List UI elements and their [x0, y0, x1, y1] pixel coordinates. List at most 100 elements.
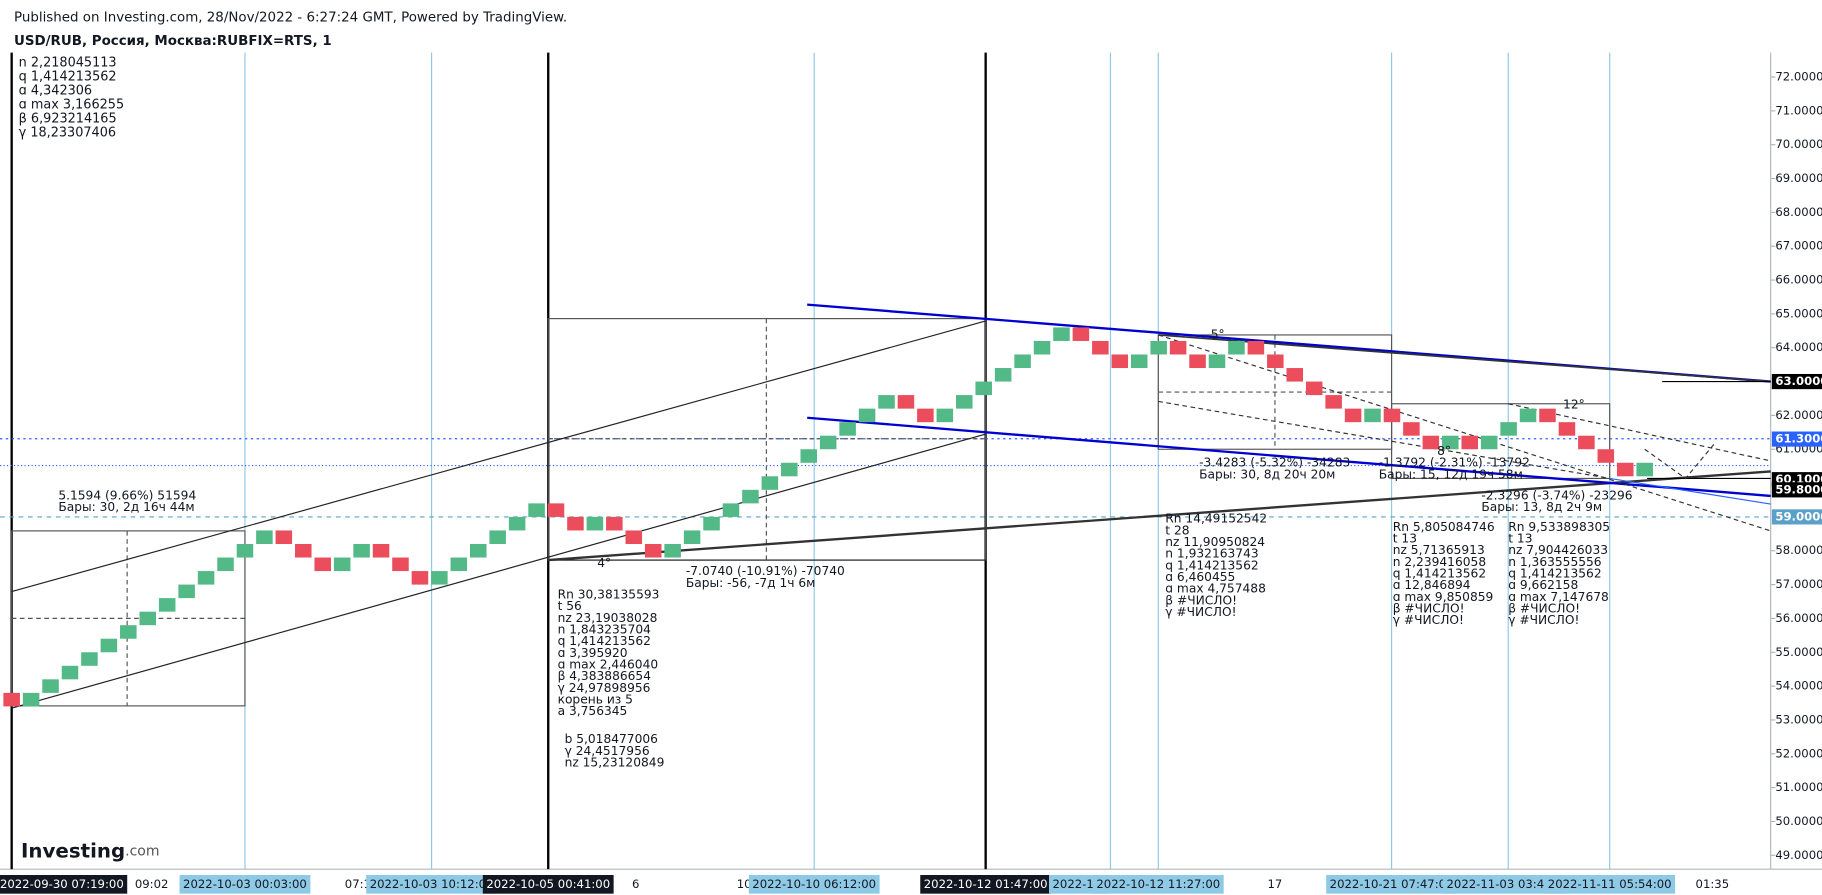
brick — [450, 557, 468, 572]
brick — [742, 489, 759, 504]
annotation-line: n 2,239416058 — [1393, 555, 1486, 569]
brick — [1169, 340, 1187, 355]
brick — [839, 422, 856, 436]
brick — [392, 557, 409, 572]
brick — [781, 462, 798, 477]
annotation-line: Бары: 15, 12д 19ч 58м — [1379, 467, 1523, 481]
annotation-line: β #ЧИСЛО! — [1165, 593, 1237, 607]
y-tick-label: 68.0000 — [1775, 205, 1822, 219]
y-tick-label: 57.0000 — [1775, 577, 1822, 591]
annotation-line: β #ЧИСЛО! — [1508, 602, 1580, 616]
renko-bricks — [3, 327, 1653, 707]
annotation-line: nz 5,71365913 — [1393, 543, 1485, 557]
brick — [81, 652, 98, 666]
brick — [1500, 422, 1517, 436]
annotation-line: γ #ЧИСЛО! — [1508, 613, 1579, 627]
time-label-box — [366, 875, 497, 894]
annotation-line: n 1,932163743 — [1165, 547, 1258, 561]
price-marker — [1771, 482, 1822, 498]
annotation-line: ɑ max 2,446040 — [558, 658, 659, 672]
brick — [722, 503, 740, 517]
brick — [333, 557, 351, 572]
annotation-line: Бары: 30, 2д 16ч 44м — [58, 500, 194, 514]
y-tick-label: 66.0000 — [1775, 273, 1822, 287]
brick — [1578, 435, 1595, 450]
brick — [761, 476, 779, 490]
annotation-line: ɑ max 4,757488 — [1165, 582, 1266, 596]
brick — [606, 516, 623, 531]
annotation-line: 12° — [1563, 397, 1585, 411]
published-line: Published on Investing.com, 28/Nov/2022 … — [14, 11, 567, 26]
brick — [1092, 340, 1109, 355]
annotation-line: nz 11,90950824 — [1165, 535, 1265, 549]
brick — [61, 665, 79, 680]
annotation-line: t 13 — [1508, 532, 1532, 546]
brick — [1597, 449, 1615, 463]
brick — [1150, 340, 1167, 355]
annotation-line: Бары: -56, -7д 1ч 6м — [686, 576, 816, 590]
brick — [1033, 340, 1051, 355]
brick — [275, 530, 293, 544]
annotation-line: β #ЧИСЛО! — [1393, 602, 1465, 616]
brick — [1130, 354, 1148, 369]
brick — [994, 368, 1012, 382]
brick — [1286, 368, 1304, 382]
brick — [1403, 422, 1420, 436]
brick — [1616, 462, 1634, 477]
brick — [139, 611, 157, 626]
brick — [703, 516, 720, 531]
annotation-line: 8° — [1437, 444, 1451, 458]
y-tick-label: 51.0000 — [1775, 780, 1822, 794]
y-tick-label: 71.0000 — [1775, 103, 1822, 117]
brick — [975, 381, 992, 396]
brick — [158, 598, 176, 612]
time-label: 2022-11-11 05:54:00 — [1548, 877, 1672, 891]
brick — [197, 571, 215, 585]
time-label: 10 — [737, 877, 752, 891]
brick — [100, 638, 118, 653]
logo: Investing.com — [21, 839, 159, 862]
annotation-line: nz 23,19038028 — [558, 611, 658, 625]
price-marker — [1771, 373, 1822, 390]
annotation-line: Бары: 30, 8д 20ч 20м — [1199, 467, 1335, 481]
stat-line: ɑ max 3,166255 — [19, 98, 124, 113]
time-label-box — [1544, 875, 1676, 894]
annotation-line: q 1,414213562 — [1165, 558, 1258, 572]
brick — [936, 408, 954, 423]
brick — [1305, 381, 1323, 396]
brick — [1364, 408, 1381, 423]
annotation-line: b 5,018477006 — [565, 732, 659, 746]
brick — [236, 543, 254, 558]
brick — [1189, 354, 1206, 369]
time-label: 2022-10-12 11:27:00 — [1096, 877, 1220, 891]
y-tick-label: 55.0000 — [1775, 645, 1822, 659]
brick — [256, 530, 273, 544]
brick — [1014, 354, 1031, 369]
annotation-line: Rn 9,533898305 — [1508, 520, 1610, 534]
annotation-line: γ #ЧИСЛО! — [1165, 605, 1236, 619]
brick — [42, 679, 59, 693]
time-label: 2022-09-30 07:19:00 — [0, 877, 124, 891]
time-label-box — [1092, 875, 1224, 894]
brick — [217, 557, 234, 572]
price-marker-label: 61.3000 — [1775, 432, 1822, 446]
time-label: 2022-10-21 07:47:00 — [1330, 877, 1454, 891]
time-label-box — [1326, 875, 1457, 894]
brick — [1539, 408, 1556, 423]
brick — [683, 530, 701, 544]
annotation-line: t 28 — [1165, 523, 1189, 537]
time-label-box — [920, 875, 1052, 894]
brick — [1519, 408, 1537, 423]
brick — [644, 543, 662, 558]
annotation-line: ɑ 9,662158 — [1508, 578, 1578, 592]
annotation-line: 4° — [597, 556, 611, 570]
symbol-title: USD/RUB, Россия, Москва:RUBFIX=RTS, 1 — [14, 34, 332, 49]
annotation-line: ɑ max 7,147678 — [1508, 590, 1609, 604]
time-label-box — [482, 875, 614, 894]
annotation-line: -2.3296 (-3.74%) -23296 — [1481, 488, 1632, 502]
brick — [897, 395, 915, 409]
annotation-line: nz 7,904426033 — [1508, 543, 1608, 557]
y-tick-label: 72.0000 — [1775, 70, 1822, 84]
